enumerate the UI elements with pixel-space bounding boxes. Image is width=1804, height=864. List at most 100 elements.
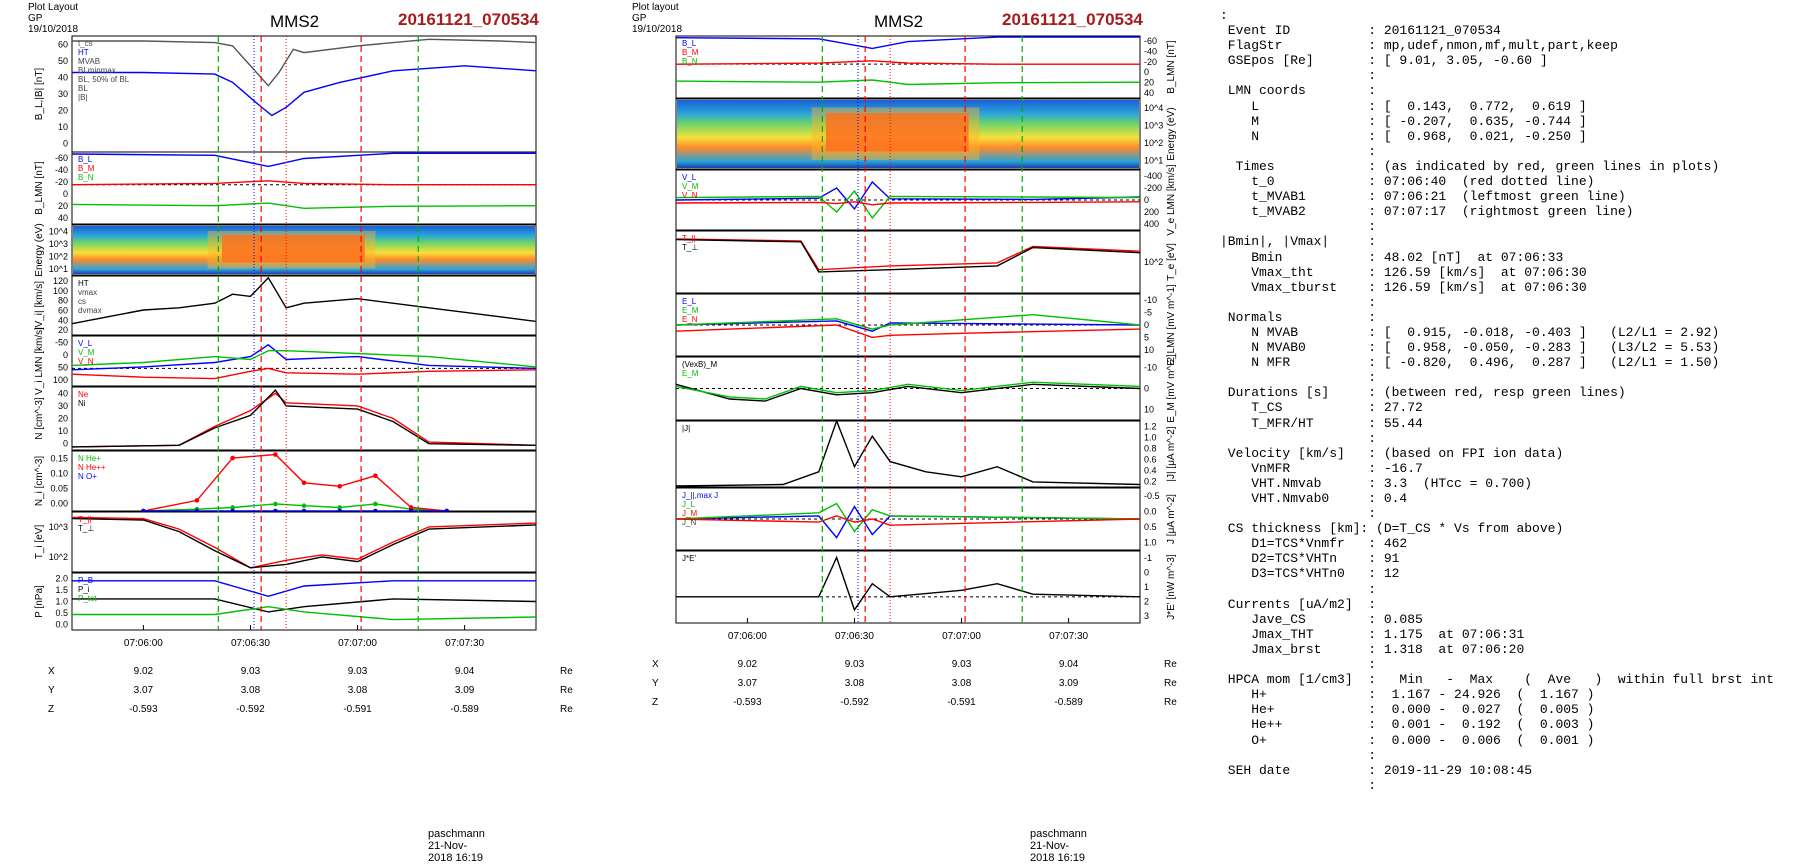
panel-frame <box>71 151 537 225</box>
y-axis-label: J*E' [nW m^-3] <box>1166 554 1177 620</box>
x-axis: 07:06:00 07:06:30 07:07:00 07:07:30 X 9.02 9.0… <box>652 618 1177 708</box>
panel-frame <box>675 356 1141 421</box>
ephemeris-label: Z <box>48 704 54 715</box>
y-tick-label: 0.05 <box>50 484 68 494</box>
legend-entry: T_⊥ <box>682 243 698 252</box>
y-tick-label: 10^4 <box>49 226 68 236</box>
series-t- <box>675 238 1141 273</box>
y-tick-label: 100 <box>53 375 68 385</box>
x-tick-label: 07:06:00 <box>124 638 163 649</box>
y-tick-label: 40 <box>58 72 68 82</box>
ephemeris-value: 3.08 <box>241 685 261 696</box>
spectrogram-warm-region <box>207 231 376 269</box>
ephemeris-value: -0.589 <box>450 704 479 715</box>
y-tick-label: 10^2 <box>1144 138 1163 148</box>
y-tick-label: -40 <box>55 165 68 175</box>
y-axis-label: B_LMN [nT] <box>1166 40 1177 94</box>
series-b-m <box>675 60 1140 65</box>
ephemeris-value: -0.589 <box>1054 697 1083 708</box>
ephemeris-value: -0.593 <box>733 697 762 708</box>
y-tick-label: 1.0 <box>1144 537 1157 547</box>
legend-entry: P_i <box>78 585 90 594</box>
series-e-n <box>675 324 1141 339</box>
panel-4: 10^2 T_e [eV] T_||T_⊥ <box>675 230 1177 294</box>
legend-entry: E_N <box>682 315 698 324</box>
x-tick-label: 07:07:30 <box>1049 631 1088 642</box>
y-tick-label: 2 <box>1144 596 1149 606</box>
y-tick-label: 0 <box>63 439 68 449</box>
y-tick-label: 0 <box>1144 320 1149 330</box>
y-tick-label: -10 <box>1144 295 1157 305</box>
legend-entry: V_N <box>682 191 698 200</box>
ephemeris-value: 3.07 <box>738 678 758 689</box>
y-axis-label: N_i [cm^-3] <box>34 456 45 506</box>
series--j- <box>675 418 1141 487</box>
series-j-m <box>675 502 1141 533</box>
panel-8: 10^2 10^3 T_i [eV] T_||T_⊥ <box>34 511 537 573</box>
y-tick-label: 20 <box>58 106 68 116</box>
y-tick-label: -40 <box>1144 47 1157 57</box>
y-axis-label: P [nPa] <box>34 585 45 618</box>
y-tick-label: 60 <box>58 39 68 49</box>
ephemeris-unit: Re <box>560 666 573 677</box>
y-tick-label: 10^3 <box>1144 120 1163 130</box>
y-tick-label: 1.0 <box>55 597 68 607</box>
legend-entry: Ni <box>78 399 86 408</box>
y-tick-label: 0 <box>1144 384 1149 394</box>
y-tick-label: 0.8 <box>1144 444 1157 454</box>
y-tick-label: 30 <box>58 401 68 411</box>
y-tick-label: 2.0 <box>55 574 68 584</box>
left-event-id: 20161121_070534 <box>398 10 539 29</box>
right-header-label: Plot layout GP 19/10/2018 <box>632 2 683 35</box>
legend-entry: |J| <box>682 424 690 433</box>
y-tick-label: 1.2 <box>1144 422 1157 432</box>
y-axis-label: T_e [eV] <box>1166 243 1177 281</box>
panel-5: 10 5 0 -5 -10 E_LMN [mV m^-1] E_LE_ME_N <box>675 284 1177 366</box>
y-tick-label: 40 <box>58 213 68 223</box>
ephemeris-value: -0.593 <box>129 704 158 715</box>
y-tick-label: 10^3 <box>49 239 68 249</box>
y-tick-label: 200 <box>1144 207 1159 217</box>
legend-entry: N He++ <box>78 463 106 472</box>
y-tick-label: -5 <box>1144 308 1152 318</box>
y-tick-label: 50 <box>58 362 68 372</box>
ephemeris-value: 9.02 <box>134 666 154 677</box>
legend-entry: B_M <box>78 164 95 173</box>
y-axis-label: B_LMN [nT] <box>34 161 45 215</box>
panel-2: 10^1 10^2 10^3 10^4 Energy (eV) <box>675 98 1177 170</box>
ephemeris-label: X <box>48 666 55 677</box>
y-axis-label: Energy (eV) <box>1166 107 1177 160</box>
legend-entry: BLminmax <box>78 66 116 75</box>
data-point <box>408 505 414 510</box>
panel-6: 10 0 -10 E_M [mV m^-2] (VexB)_ME_M <box>675 354 1177 423</box>
y-tick-label: 10^2 <box>49 552 68 562</box>
data-point <box>273 501 278 507</box>
ephemeris-value: 3.09 <box>1059 678 1079 689</box>
spectrogram-warm-region <box>811 107 980 160</box>
y-tick-label: 0.0 <box>55 619 68 629</box>
x-tick-label: 07:07:00 <box>338 638 377 649</box>
y-tick-label: 0 <box>1144 195 1149 205</box>
panel-frame <box>71 335 537 387</box>
y-tick-label: 20 <box>58 414 68 424</box>
y-axis-label: V_i LMN [km/s] <box>34 327 45 395</box>
series-j-e- <box>676 555 1141 612</box>
y-tick-label: 30 <box>58 89 68 99</box>
series-ni <box>71 389 537 448</box>
legend-entry: E_L <box>682 297 697 306</box>
legend-entry: B_M <box>682 48 699 57</box>
ephemeris-label: Y <box>652 678 659 689</box>
y-tick-label: -20 <box>1144 57 1157 67</box>
ephemeris-value: -0.591 <box>947 697 976 708</box>
panel-frame <box>71 386 537 451</box>
ephemeris-unit: Re <box>1164 678 1177 689</box>
y-tick-label: 0.15 <box>50 454 68 464</box>
ephemeris-value: 9.03 <box>952 659 972 670</box>
y-tick-label: 20 <box>58 201 68 211</box>
spectrogram-hot-region <box>221 235 365 263</box>
y-tick-label: 0 <box>63 189 68 199</box>
ephemeris-value: -0.591 <box>343 704 372 715</box>
y-tick-label: 100 <box>53 286 68 296</box>
